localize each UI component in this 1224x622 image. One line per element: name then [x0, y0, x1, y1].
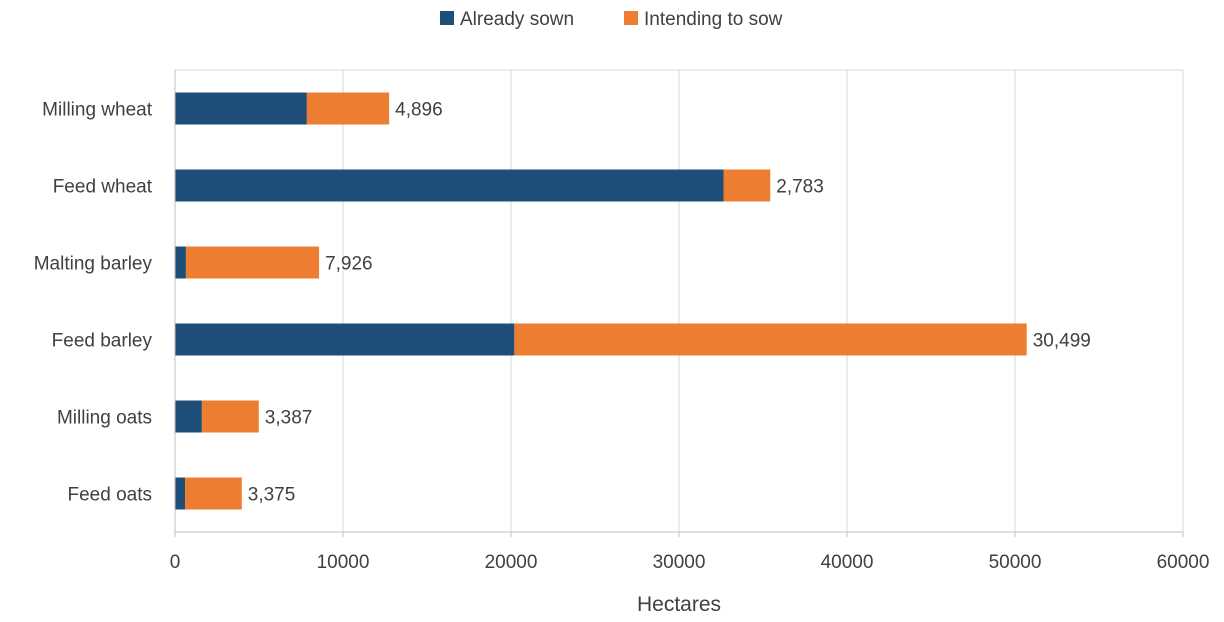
legend: Already sown Intending to sow	[440, 9, 783, 30]
bars	[175, 92, 1027, 510]
data-label-5: 3,375	[248, 485, 296, 506]
legend-swatch-already-sown	[440, 11, 454, 25]
data-label-2: 7,926	[325, 254, 373, 275]
legend-label-intending-to-sow: Intending to sow	[644, 9, 783, 30]
category-label-0: Milling wheat	[42, 100, 153, 121]
bar-already-sown-5	[175, 477, 186, 510]
bar-intending-to-sow-3	[514, 323, 1027, 356]
bar-intending-to-sow-0	[306, 92, 390, 125]
bar-intending-to-sow-2	[185, 246, 320, 279]
category-label-2: Malting barley	[34, 254, 153, 275]
x-tick-label-10000: 10000	[317, 552, 370, 573]
legend-label-already-sown: Already sown	[460, 9, 574, 30]
x-tick-label-0: 0	[170, 552, 181, 573]
bar-intending-to-sow-5	[185, 477, 242, 510]
x-tick-label-30000: 30000	[653, 552, 706, 573]
x-tick-label-60000: 60000	[1157, 552, 1210, 573]
data-label-0: 4,896	[395, 100, 443, 121]
bar-already-sown-0	[175, 92, 307, 125]
bar-already-sown-4	[175, 400, 202, 433]
category-label-4: Milling oats	[57, 408, 152, 429]
x-tick-labels: 0 10000 20000 30000 40000 50000 60000	[170, 532, 1210, 573]
x-tick-label-50000: 50000	[989, 552, 1042, 573]
gridlines	[342, 70, 1184, 532]
category-label-1: Feed wheat	[53, 177, 153, 198]
bar-already-sown-1	[175, 169, 724, 202]
bar-already-sown-3	[175, 323, 515, 356]
data-label-4: 3,387	[265, 408, 313, 429]
data-label-3: 30,499	[1033, 331, 1091, 352]
legend-swatch-intending-to-sow	[624, 11, 638, 25]
bar-already-sown-2	[175, 246, 186, 279]
bar-intending-to-sow-4	[201, 400, 259, 433]
category-label-3: Feed barley	[52, 331, 153, 352]
category-label-5: Feed oats	[68, 485, 153, 506]
bar-intending-to-sow-1	[723, 169, 771, 202]
x-tick-label-20000: 20000	[485, 552, 538, 573]
x-axis-title: Hectares	[637, 593, 721, 616]
data-label-1: 2,783	[776, 177, 824, 198]
x-tick-label-40000: 40000	[821, 552, 874, 573]
data-labels: 4,896 2,783 7,926 30,499 3,387 3,375	[248, 100, 1091, 506]
category-labels: Milling wheat Feed wheat Malting barley Fee…	[34, 100, 153, 506]
